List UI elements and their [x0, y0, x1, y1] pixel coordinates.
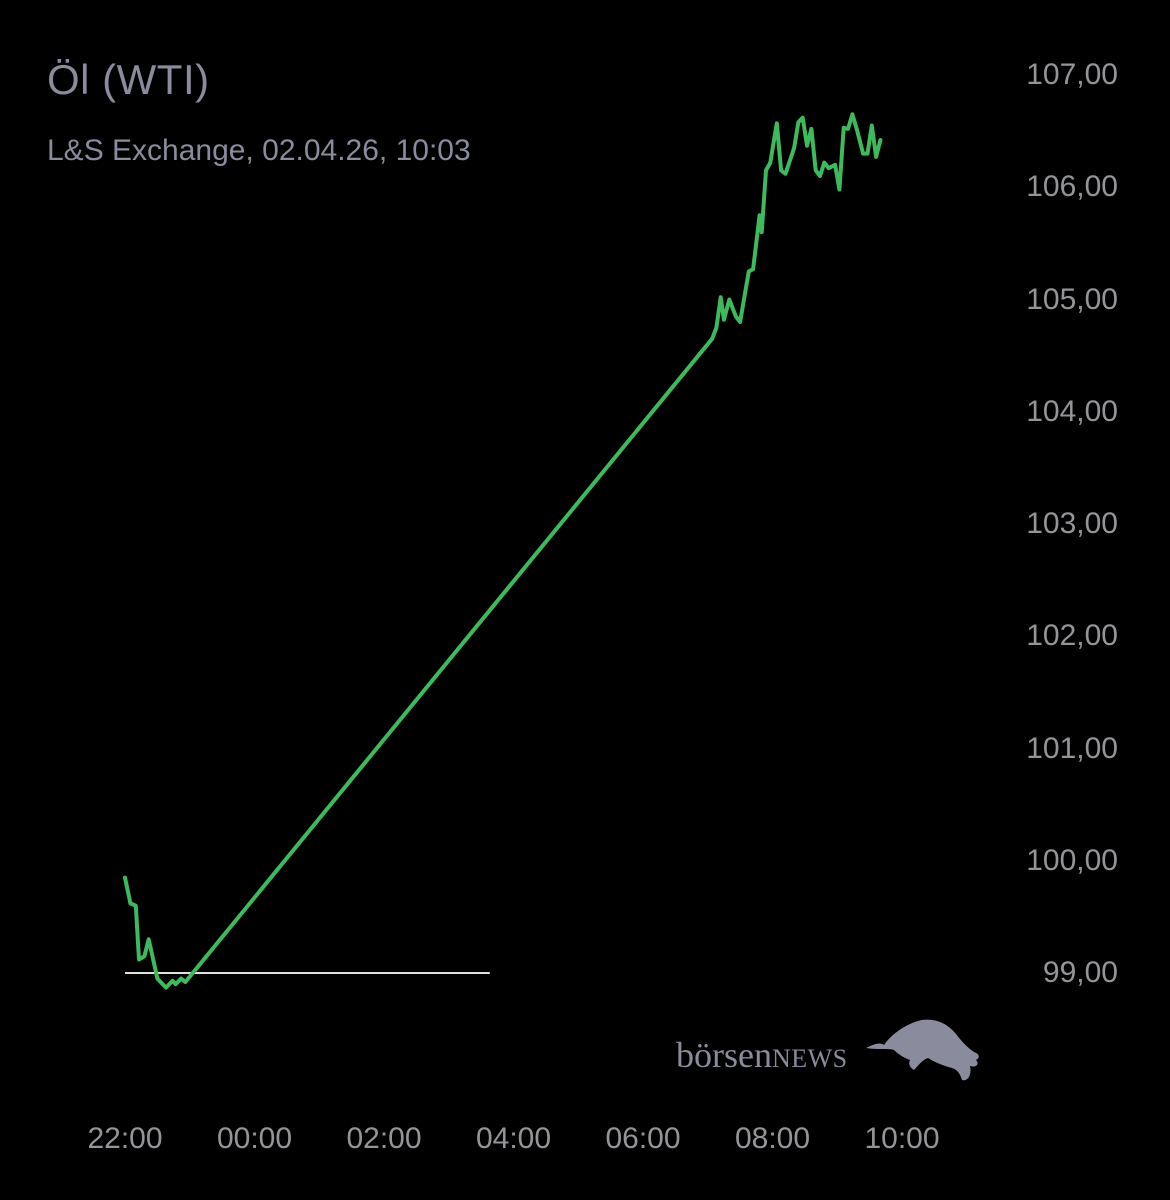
logo-text: börsenNEWS — [676, 1034, 848, 1076]
x-tick-label: 00:00 — [216, 1122, 293, 1155]
y-tick-label: 106,00 — [1026, 170, 1118, 204]
y-tick-label: 99,00 — [1042, 956, 1118, 989]
x-tick-label: 02:00 — [346, 1122, 422, 1155]
y-tick-label: 101,00 — [1026, 731, 1118, 765]
y-tick-label: 107,00 — [1026, 58, 1118, 91]
y-tick-label: 100,00 — [1026, 843, 1118, 877]
borsennews-logo: börsenNEWS — [676, 1018, 981, 1088]
chart-title: Öl (WTI) — [47, 56, 210, 103]
y-tick-label: 105,00 — [1026, 282, 1118, 316]
logo-text-caps: NEWS — [771, 1044, 848, 1073]
logo-text-lower: börsen — [676, 1035, 772, 1075]
y-tick-label: 103,00 — [1026, 507, 1118, 540]
y-tick-label: 102,00 — [1026, 619, 1118, 653]
x-tick-label: 04:00 — [475, 1122, 552, 1155]
y-tick-label: 104,00 — [1026, 394, 1118, 428]
x-tick-label: 08:00 — [734, 1122, 811, 1155]
price-line — [123, 112, 883, 990]
x-tick-label: 10:00 — [864, 1122, 940, 1155]
bull-icon — [866, 1019, 979, 1081]
chart-subtitle: L&S Exchange, 02.04.26, 10:03 — [47, 134, 471, 167]
x-tick-label: 06:00 — [605, 1122, 681, 1155]
x-tick-label: 22:00 — [87, 1122, 163, 1155]
